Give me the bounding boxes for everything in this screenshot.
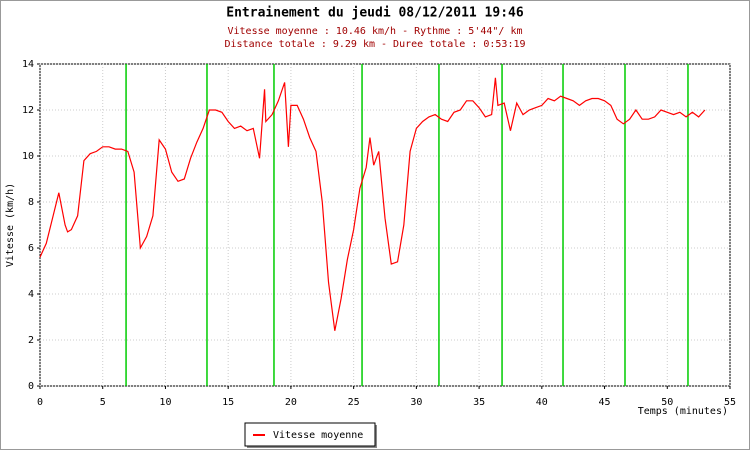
y-tick-label: 0 [28,381,34,392]
legend [244,422,376,447]
y-tick-label: 2 [28,335,34,346]
y-tick-label: 12 [22,105,34,116]
subtitle: Vitesse moyenne : 10.46 km/h - Rythme : … [227,26,522,37]
x-tick-label: 5 [100,397,106,408]
x-tick-label: 45 [599,397,611,408]
y-axis-label: Vitesse (km/h) [5,183,16,267]
x-tick-label: 10 [159,397,171,408]
x-tick-label: 30 [410,397,422,408]
y-tick-label: 8 [28,197,34,208]
x-tick-label: 40 [536,397,548,408]
x-tick-label: 55 [724,397,736,408]
y-tick-label: 14 [22,59,34,70]
plot-area [39,63,731,387]
y-tick-label: 10 [22,151,34,162]
y-tick-label: 4 [28,289,34,300]
x-tick-label: 0 [37,397,43,408]
x-tick-label: 25 [348,397,360,408]
subtitle: Distance totale : 9.29 km - Duree totale… [224,39,525,50]
x-tick-label: 15 [222,397,234,408]
legend-label: Vitesse moyenne [273,430,363,441]
x-tick-label: 35 [473,397,485,408]
chart-title: Entrainement du jeudi 08/12/2011 19:46 [226,6,524,21]
x-tick-label: 20 [285,397,297,408]
x-axis-label: Temps (minutes) [638,406,728,417]
x-tick-label: 50 [661,397,673,408]
y-tick-label: 6 [28,243,34,254]
line [39,77,706,331]
